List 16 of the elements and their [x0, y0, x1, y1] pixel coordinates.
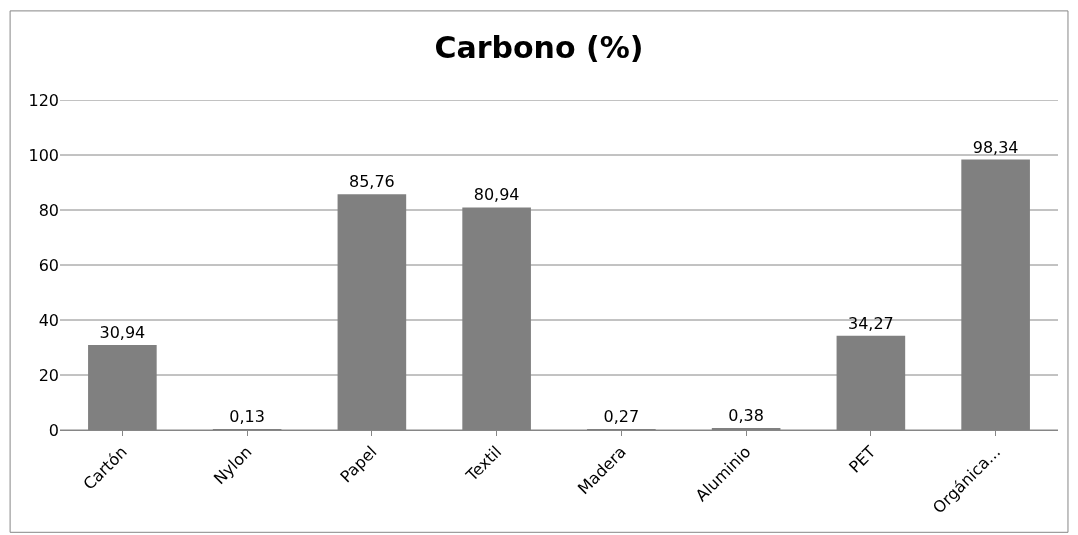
data-label: 80,94 — [473, 185, 520, 205]
y-tick-label: 120 — [28, 90, 59, 110]
y-tick-label: 40 — [38, 310, 59, 330]
y-tick-label: 80 — [38, 200, 59, 220]
y-tick-label: 0 — [48, 420, 59, 440]
data-label: 0,13 — [229, 407, 265, 426]
data-label: 0,27 — [603, 407, 640, 426]
y-tick-label: 20 — [38, 365, 59, 385]
chart-title: Carbono (%) — [434, 30, 644, 66]
data-label: 0,38 — [728, 406, 764, 425]
data-label: 30,94 — [99, 322, 146, 342]
data-label: 85,76 — [348, 172, 395, 192]
y-tick-label: 100 — [28, 145, 59, 165]
data-label: 34,27 — [847, 313, 894, 333]
y-tick-label: 60 — [38, 255, 59, 275]
data-label: 98,34 — [972, 137, 1019, 157]
